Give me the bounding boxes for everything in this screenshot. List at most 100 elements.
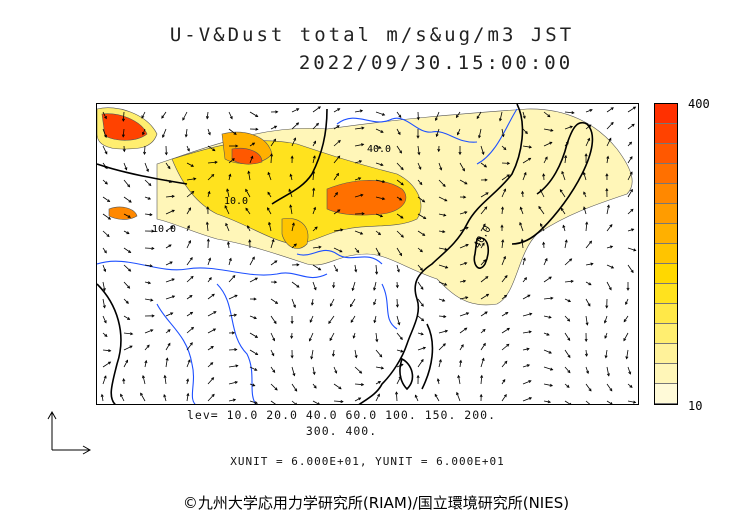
wind-arrow bbox=[291, 223, 295, 232]
wind-arrow bbox=[120, 394, 125, 402]
wind-arrow bbox=[102, 230, 110, 237]
wind-arrow-head bbox=[350, 319, 354, 323]
wind-arrow-head bbox=[186, 378, 190, 382]
wind-arrow bbox=[539, 189, 545, 198]
wind-arrow bbox=[543, 173, 545, 181]
wind-arrow bbox=[249, 156, 253, 164]
wind-arrow bbox=[312, 207, 316, 215]
wind-arrow-head bbox=[400, 349, 404, 353]
wind-arrow-head bbox=[381, 197, 386, 201]
wind-arrow bbox=[459, 327, 467, 334]
wind-arrow bbox=[436, 128, 440, 137]
wind-arrow-head bbox=[608, 287, 612, 291]
wind-arrow bbox=[585, 315, 588, 325]
wind-arrow-head bbox=[360, 382, 365, 387]
colorbar-segment bbox=[655, 324, 677, 344]
wind-arrow-head bbox=[548, 315, 552, 319]
wind-arrow bbox=[499, 111, 503, 121]
wind-arrow-head bbox=[519, 221, 523, 226]
wind-arrow-head bbox=[231, 158, 235, 162]
wind-arrow-head bbox=[444, 282, 448, 286]
colorbar-segment bbox=[655, 344, 677, 364]
wind-arrow-head bbox=[211, 173, 215, 178]
wind-arrow-head bbox=[253, 297, 257, 301]
wind-arrow-head bbox=[226, 188, 230, 192]
wind-arrow-head bbox=[629, 384, 633, 388]
wind-arrow-head bbox=[290, 355, 294, 359]
wind-arrow-head bbox=[182, 117, 186, 121]
wind-arrow bbox=[270, 239, 274, 249]
wind-arrow-head bbox=[588, 282, 592, 286]
wind-arrow-head bbox=[170, 312, 174, 316]
wind-arrow bbox=[522, 277, 527, 283]
wind-arrow bbox=[186, 207, 191, 215]
reference-vector-icon bbox=[47, 410, 92, 455]
wind-arrow bbox=[312, 123, 319, 130]
wind-arrow-head bbox=[480, 374, 484, 379]
wind-arrow-head bbox=[549, 383, 554, 387]
wind-arrow-head bbox=[205, 116, 210, 120]
wind-arrow-head bbox=[567, 318, 571, 322]
wind-arrow-head bbox=[420, 358, 424, 363]
wind-arrow bbox=[270, 153, 272, 164]
wind-arrow-head bbox=[149, 213, 153, 217]
wind-arrow bbox=[142, 128, 146, 135]
wind-arrow-head bbox=[400, 215, 404, 219]
wind-arrow-head bbox=[251, 256, 255, 260]
wind-arrow-head bbox=[549, 141, 553, 145]
wind-arrow-head bbox=[161, 115, 165, 119]
wind-arrow bbox=[270, 366, 276, 373]
wind-arrow-head bbox=[337, 108, 341, 112]
wind-arrow bbox=[606, 264, 614, 269]
wind-arrow-head bbox=[233, 131, 237, 135]
wind-arrow-head bbox=[104, 151, 108, 155]
wind-arrow-head bbox=[502, 378, 506, 383]
wind-arrow bbox=[375, 332, 378, 342]
wind-arrow bbox=[396, 162, 404, 170]
wind-arrow-head bbox=[187, 359, 191, 363]
wind-arrow-head bbox=[213, 311, 217, 315]
wind-arrow bbox=[165, 209, 175, 215]
wind-arrow-head bbox=[373, 320, 377, 324]
wind-arrow bbox=[330, 298, 335, 307]
wind-arrow-head bbox=[127, 317, 131, 320]
wind-arrow-head bbox=[358, 397, 362, 401]
wind-arrow bbox=[417, 298, 424, 307]
wind-arrow bbox=[585, 222, 588, 232]
wind-arrow bbox=[333, 366, 337, 374]
wind-arrow-head bbox=[104, 333, 108, 337]
wind-arrow bbox=[583, 172, 587, 181]
wind-arrow-head bbox=[416, 374, 420, 378]
wind-arrow-head bbox=[550, 128, 554, 132]
wind-arrow-head bbox=[229, 116, 233, 120]
wind-arrow-head bbox=[539, 188, 543, 193]
wind-arrow-head bbox=[293, 137, 297, 141]
wind-arrow bbox=[291, 366, 295, 376]
wind-arrow-head bbox=[501, 239, 505, 243]
wind-arrow-head bbox=[103, 250, 107, 254]
wind-arrow bbox=[228, 314, 237, 317]
wind-arrow-head bbox=[189, 342, 193, 346]
wind-arrow bbox=[375, 394, 380, 402]
wind-arrow-head bbox=[146, 168, 149, 173]
wind-arrow-head bbox=[228, 257, 232, 261]
wind-arrow bbox=[102, 179, 108, 185]
wind-arrow bbox=[543, 366, 553, 371]
wind-arrow-head bbox=[107, 216, 112, 220]
wind-arrow-head bbox=[359, 370, 363, 374]
wind-arrow bbox=[374, 315, 377, 323]
wind-arrow-head bbox=[588, 388, 592, 392]
wind-arrow bbox=[267, 172, 272, 181]
wind-arrow-head bbox=[547, 400, 552, 404]
wind-arrow bbox=[627, 383, 633, 388]
wind-arrow-head bbox=[609, 245, 614, 249]
wind-arrow-head bbox=[585, 221, 589, 225]
wind-arrow-head bbox=[519, 206, 523, 210]
wind-arrow-head bbox=[150, 298, 154, 302]
wind-arrow-head bbox=[455, 114, 459, 119]
wind-arrow bbox=[207, 191, 210, 198]
wind-arrow bbox=[312, 106, 321, 113]
wind-arrow-head bbox=[162, 134, 165, 138]
wind-arrow-head bbox=[144, 359, 148, 364]
wind-arrow-head bbox=[128, 199, 132, 203]
